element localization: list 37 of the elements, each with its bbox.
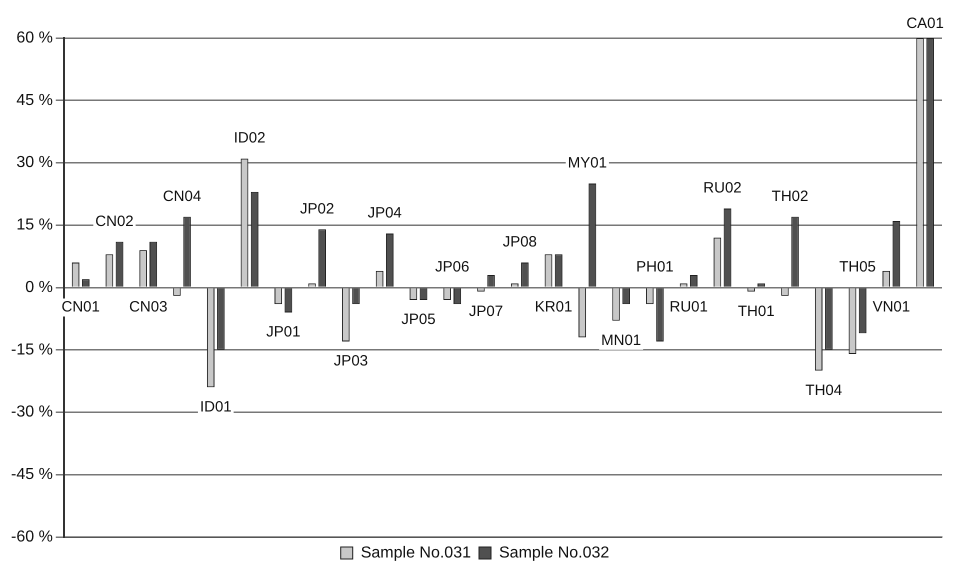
x-tick-label: MN01 (601, 332, 642, 349)
x-tick-label: CN01 (62, 298, 100, 316)
x-tick-label: RU01 (669, 298, 708, 316)
y-tick-label: 45 % (16, 92, 53, 109)
y-tick-label: 15 % (16, 216, 53, 234)
y-tick-label: 30 % (16, 154, 53, 172)
x-tick-label: JP03 (334, 352, 368, 370)
x-tick-label: TH02 (772, 188, 808, 205)
x-tick-label: JP04 (368, 204, 402, 222)
x-tick-label: CN02 (95, 212, 134, 230)
x-tick-label: JP05 (401, 311, 436, 328)
x-tick-label: MY01 (568, 154, 607, 172)
x-tick-label: TH01 (738, 302, 775, 320)
x-tick-label: JP06 (435, 258, 470, 276)
x-tick-label: RU02 (703, 180, 742, 197)
x-tick-label: TH05 (839, 258, 876, 276)
x-tick-label: CN04 (162, 188, 202, 205)
x-tick-label: KR01 (534, 298, 572, 316)
legend-label: Sample No.031 (360, 544, 472, 562)
y-tick-label: 60 % (16, 29, 53, 46)
y-tick-label: -30 % (11, 404, 53, 421)
x-tick-label: PH01 (636, 258, 674, 276)
legend-label: Sample No.032 (499, 544, 610, 562)
y-tick-label: -45 % (11, 466, 53, 484)
x-tick-label: JP02 (300, 200, 334, 218)
x-tick-label: VN01 (872, 298, 910, 316)
x-tick-label: CA01 (906, 15, 944, 32)
y-tick-label: -60 % (11, 528, 53, 546)
x-tick-label: JP07 (468, 302, 504, 320)
x-tick-label: JP08 (502, 234, 537, 251)
x-tick-label: TH04 (805, 382, 842, 399)
x-tick-label: ID02 (234, 130, 266, 147)
y-tick-label: 0 % (25, 278, 53, 296)
x-tick-label: CN03 (129, 298, 168, 316)
y-tick-label: -15 % (11, 341, 53, 358)
x-tick-label: JP01 (266, 324, 300, 341)
x-tick-label: ID01 (200, 398, 232, 416)
